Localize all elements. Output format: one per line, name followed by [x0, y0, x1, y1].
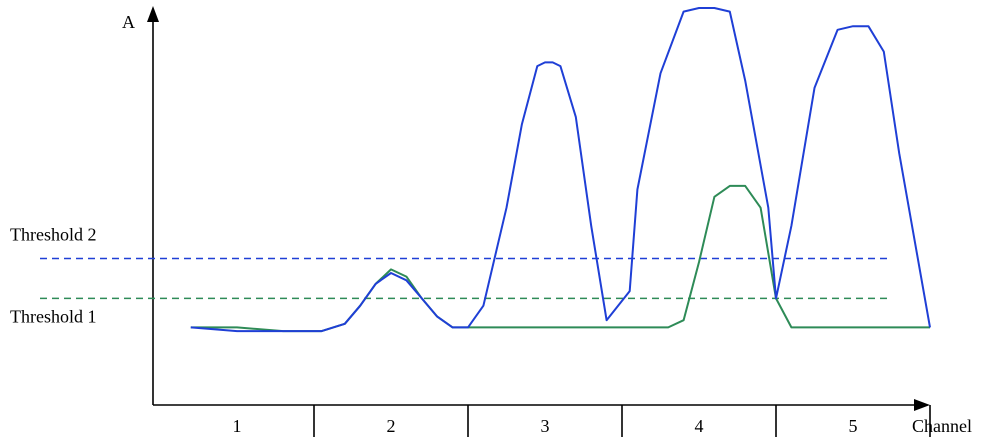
y-axis-label: A: [122, 12, 135, 32]
threshold-label: Threshold 1: [10, 306, 96, 326]
threshold-label: Threshold 2: [10, 224, 96, 244]
channel-labels: 1 2 3 4 5: [233, 416, 858, 436]
channel-label: 1: [233, 416, 242, 436]
y-axis-arrow: [147, 6, 159, 22]
series-lines: [190, 7, 931, 333]
channel-ticks: [313, 405, 931, 437]
channel-label: 4: [695, 416, 704, 436]
channel-label: 5: [849, 416, 858, 436]
x-axis-arrow: [914, 399, 930, 411]
series-line: [190, 7, 931, 333]
x-axis-label: Channel: [912, 416, 972, 436]
channel-label: 3: [541, 416, 550, 436]
channel-label: 2: [387, 416, 396, 436]
threshold-lines: Threshold 2 Threshold 1: [10, 224, 892, 326]
